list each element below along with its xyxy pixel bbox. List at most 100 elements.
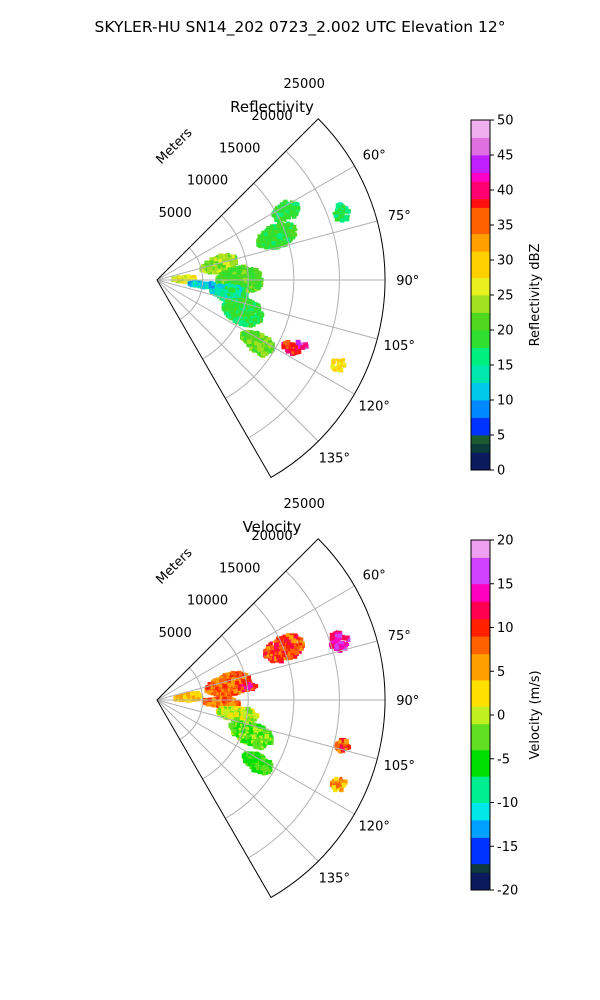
echo-gate [293,350,297,354]
echo-gate [273,640,276,643]
echo-gate [227,276,230,279]
colorbar-segment [471,163,490,173]
echo-gate [238,707,241,711]
echo-gate [223,272,228,277]
echo-gate [344,637,348,641]
range-axis-label: Meters [154,125,196,167]
colorbar-label: Reflectivity dBZ [528,244,543,347]
echo-gate [232,703,236,707]
echo-gate [213,288,217,291]
echo-gate [249,268,254,273]
echo-gate [226,681,231,687]
echo-gate [249,720,252,723]
azimuth-tick-label: 105° [384,339,415,354]
echo-gate [221,257,225,261]
echo-gate [236,278,241,284]
echo-gate [340,634,345,640]
echo-gate [210,700,215,705]
echo-gate [345,635,349,639]
echo-gate [291,638,296,643]
echo-gate [263,240,267,243]
echo-gate [267,650,271,654]
echo-gate [337,358,340,361]
echo-gate [338,641,343,646]
echo-gate [223,304,227,307]
echo-gate [242,336,246,341]
echo-gate [226,307,231,312]
echo-gate [226,714,230,717]
echo-gate [191,695,196,700]
echo-gate [229,302,234,307]
echo-gate [268,236,272,240]
echo-gate [243,339,246,343]
echo-gate [246,706,251,712]
colorbar-segment [471,338,490,348]
echo-gate [216,701,220,706]
echo-gate [232,274,236,278]
echo-gate [282,202,285,206]
echo-gate [249,320,252,323]
echo-gate [289,232,294,237]
echo-gate [206,685,211,690]
echo-gate [296,643,299,646]
echo-gate [223,679,226,682]
echo-gate [278,657,282,662]
echo-gate [246,334,252,339]
echo-gate [288,635,294,640]
echo-gate [255,270,261,276]
echo-gate [193,692,197,695]
echo-gate [257,318,263,323]
echo-gate [230,690,236,696]
echo-gate [205,702,210,707]
echo-gate [341,208,344,211]
colorbar-segment [471,155,490,165]
echo-gate [240,305,243,309]
echo-gate [298,649,302,653]
echo-gate [242,316,248,322]
echo-gate [237,298,242,304]
echo-gate [272,224,278,229]
echo-gate [199,695,203,699]
echo-gate [238,717,241,720]
echo-gate [221,280,226,285]
echo-gate [330,364,335,369]
echo-gate [250,332,254,335]
echo-gate [275,230,279,234]
echo-gate [283,230,289,235]
echo-gate [245,308,249,311]
echo-gate [219,254,224,259]
echo-gate [248,323,253,328]
echo-gate [297,636,301,641]
echo-gate [287,649,291,652]
echo-gate [225,673,231,678]
echo-gate [294,348,298,351]
echo-gate [224,253,229,258]
echo-gate [230,311,236,316]
echo-gate [217,275,221,279]
echo-gate [268,642,273,647]
echo-gate [237,297,240,300]
echo-gate [279,228,284,234]
echo-gate [219,695,225,701]
echo-gate [227,280,231,284]
colorbar-segment [471,435,490,445]
echo-gate [231,300,235,304]
echo-gate [228,287,233,292]
echo-gate [208,281,213,286]
echo-gate [248,283,252,287]
echo-gate [281,211,284,215]
echo-gate [347,214,350,217]
echo-gate [211,266,215,271]
echo-gate [230,293,236,299]
echo-gate [254,714,258,718]
echo-gate [256,238,261,243]
echo-gate [246,313,249,316]
echo-gate [222,683,228,689]
colorbar-segment [471,172,490,182]
echo-gate [181,694,184,698]
echo-gate [343,362,347,366]
echo-gate [183,276,187,279]
echo-gate [219,272,223,276]
echo-gate [334,634,337,638]
colorbar-tick-label: 10 [497,394,514,409]
